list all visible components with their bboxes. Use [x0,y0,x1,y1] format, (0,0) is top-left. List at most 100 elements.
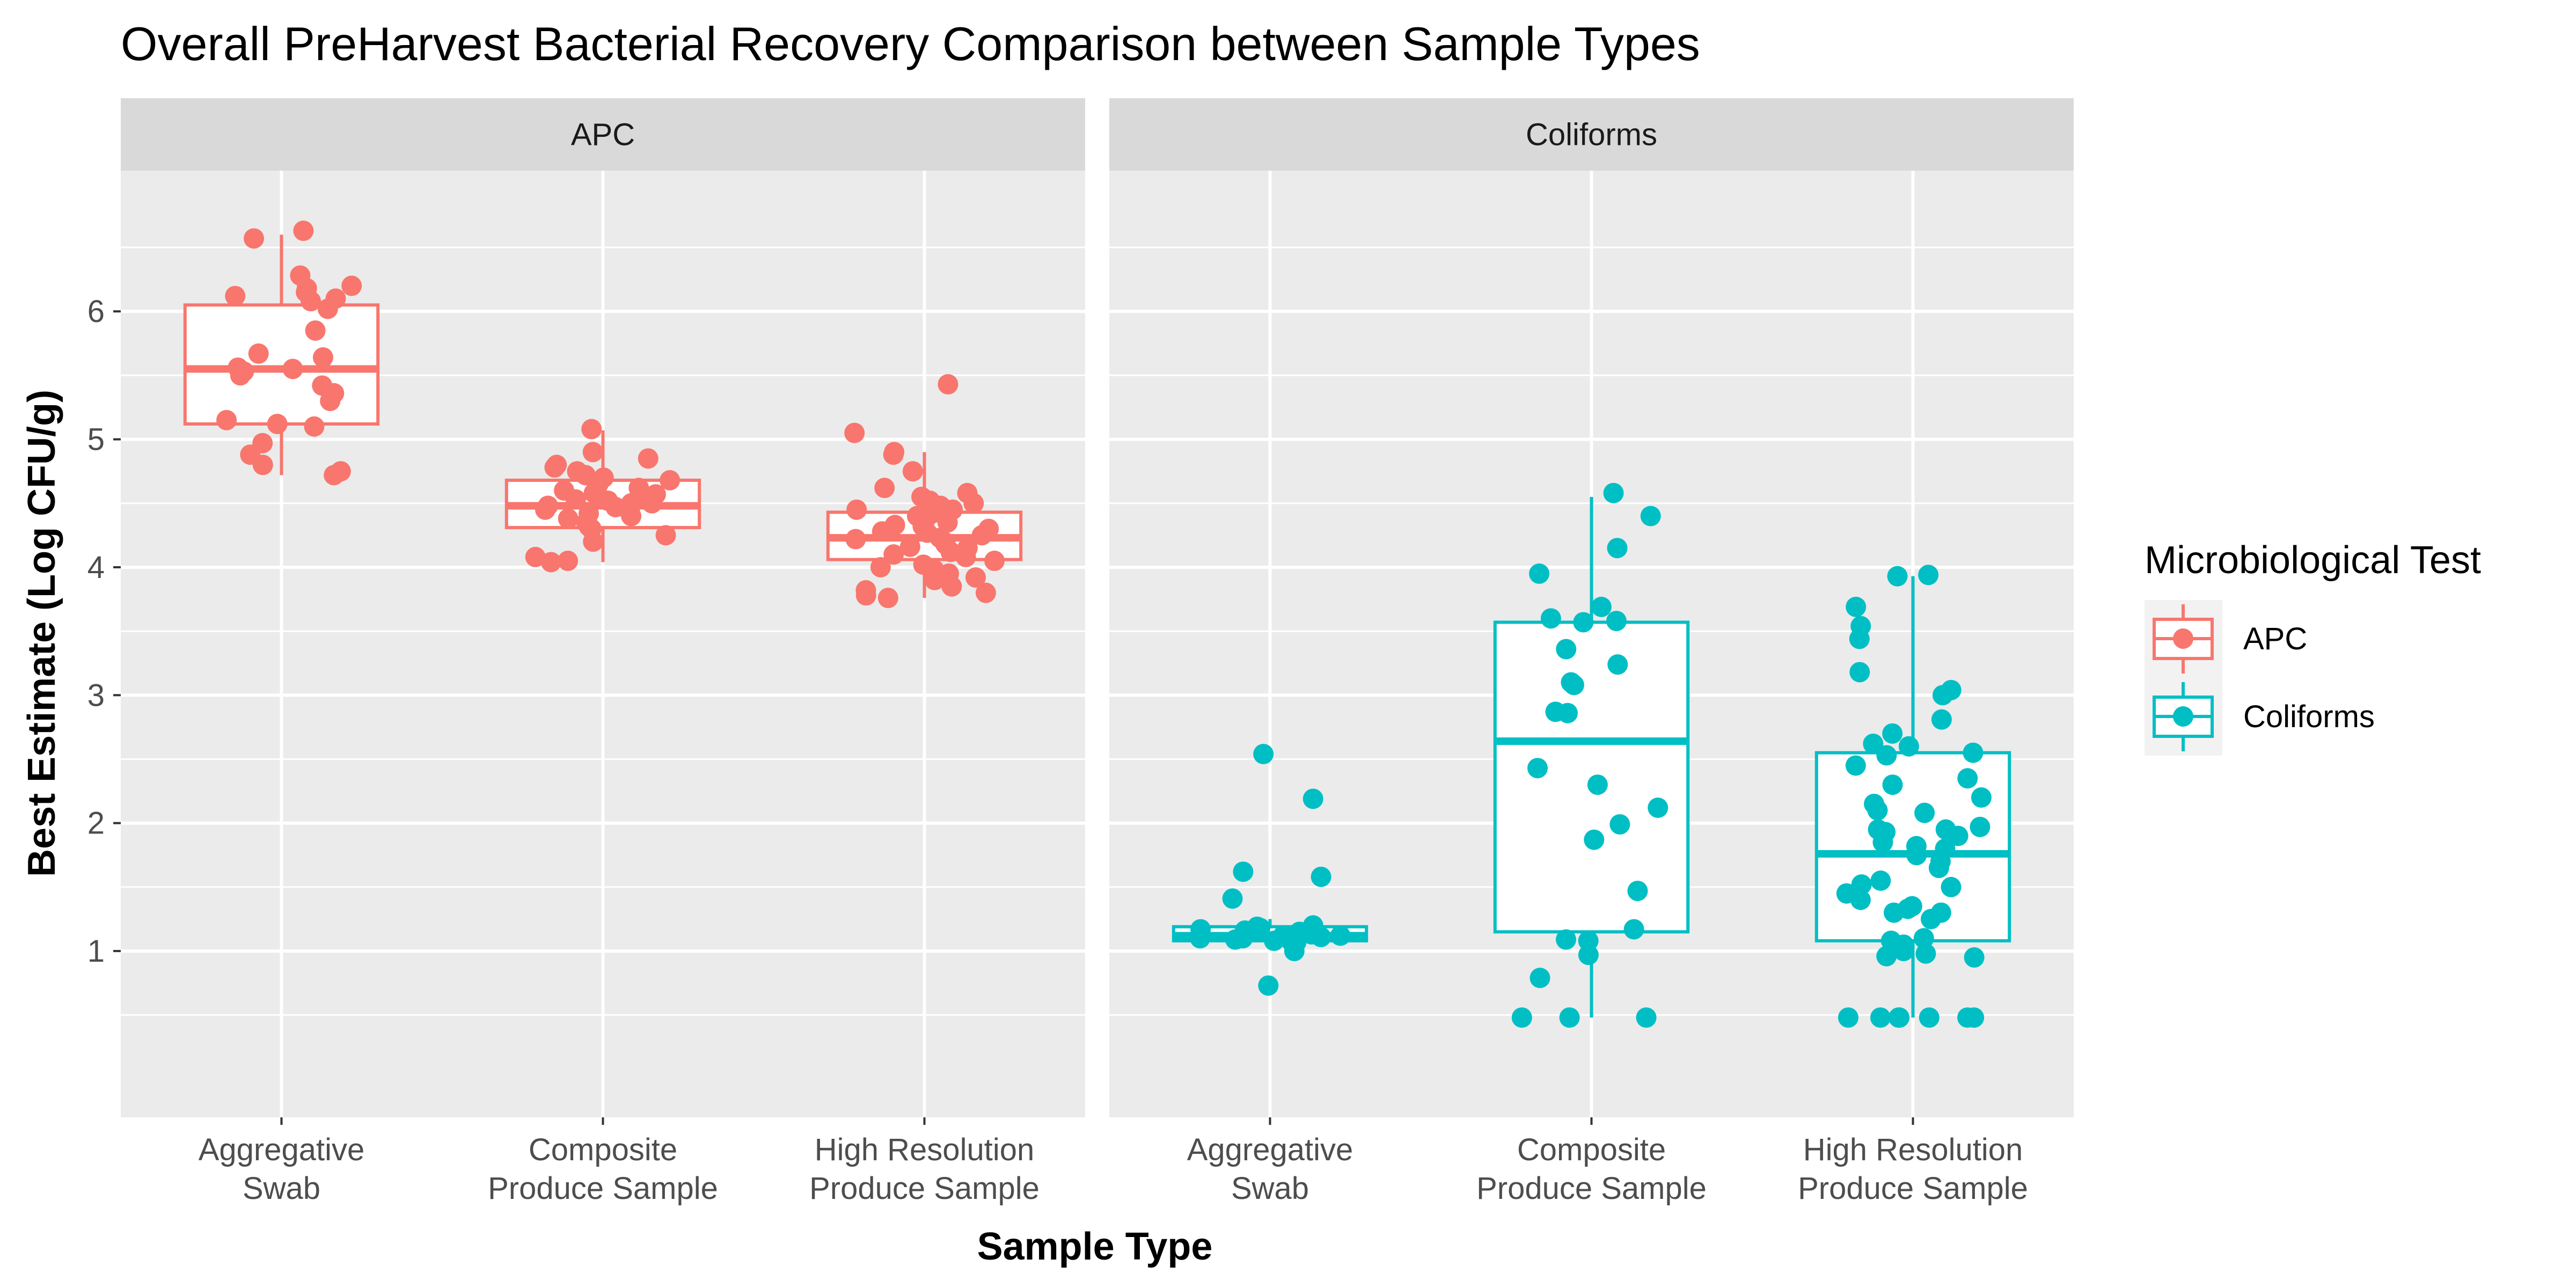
data-point [1584,829,1605,850]
data-point [583,531,604,552]
data-point [1884,902,1905,923]
box-coliforms-1 [1493,482,1690,1028]
y-tick-label: 2 [87,806,105,841]
x-tick-label: Composite [1517,1132,1666,1167]
data-point [963,493,984,514]
data-point [324,465,345,486]
data-point [1867,800,1888,821]
data-point [1587,774,1608,795]
data-point [1557,702,1578,723]
data-point [1932,685,1953,706]
data-point [1845,755,1866,776]
data-point [267,413,288,434]
data-point [1253,744,1274,765]
data-point [883,444,904,465]
data-point [1863,733,1884,754]
data-point [565,489,586,510]
data-point [971,525,992,546]
data-point [1527,758,1548,779]
data-point [1971,787,1992,808]
data-point [1606,611,1627,632]
data-point [1893,941,1914,962]
data-point [1914,802,1935,823]
data-point [902,461,923,482]
data-point [1849,628,1870,649]
data-point [558,508,579,529]
data-point [844,422,865,443]
legend-label: APC [2243,621,2307,656]
data-point [582,442,603,463]
data-point [1559,1007,1580,1028]
data-point [1233,861,1254,882]
data-point [581,419,602,440]
data-point [535,499,556,520]
data-point [1964,947,1985,968]
data-point [282,358,303,379]
data-point [1556,929,1577,950]
facet-strip-label: Coliforms [1526,118,1657,152]
data-point [855,585,876,606]
data-point [1540,608,1561,629]
data-point [872,521,892,542]
data-point [1529,968,1550,989]
data-point [941,576,962,597]
data-point [1623,919,1644,940]
data-point [1970,816,1990,837]
data-point [1957,1007,1978,1028]
data-point [293,221,314,241]
data-point [1578,931,1599,952]
data-point [1872,832,1893,853]
data-point [1870,1007,1891,1028]
data-point [1913,928,1934,949]
data-point [1887,566,1908,587]
data-point [1876,745,1897,766]
data-point [870,557,891,577]
data-point [924,569,945,590]
data-point [301,291,321,312]
data-point [1948,825,1968,846]
data-point [1849,662,1870,683]
box-apc-2 [826,374,1023,609]
data-point [312,347,333,368]
data-point [320,391,341,412]
data-point [1957,768,1978,789]
facet-panel-coliforms: Coliforms Aggregative Swab Composite Produce… [1109,98,2074,1206]
data-point [1627,881,1648,902]
y-tick-label: 4 [87,550,105,585]
data-point [1931,709,1952,730]
x-tick-label: High Resolution [1803,1132,2023,1167]
data-point [660,470,680,491]
x-tick-label: Produce Sample [809,1171,1040,1206]
data-point [641,493,662,514]
legend-label: Coliforms [2243,699,2375,734]
y-tick-label: 6 [87,294,105,329]
data-point [317,298,338,319]
data-point [1603,482,1624,503]
data-point [1870,870,1891,891]
data-point [638,448,658,469]
x-tick-label: Composite [529,1132,677,1167]
y-axis-title: Best Estimate (Log CFU/g) [20,390,63,877]
data-point [1284,941,1305,962]
data-point [1636,1007,1657,1028]
data-point [304,416,325,437]
data-point [1573,612,1594,633]
data-point [1222,888,1243,909]
facet-strip [1109,98,2074,171]
data-point [1264,931,1285,952]
data-point [1838,1007,1858,1028]
data-point [1851,874,1872,895]
facet-panels: APC Aggregative Swab Composite Produce Sampl… [87,98,2074,1206]
data-point [877,588,898,609]
box-coliforms-2 [1814,565,2011,1028]
data-point [1311,866,1331,887]
legend-title: Microbiological Test [2145,539,2481,582]
data-point [1648,797,1668,818]
data-point [1888,1007,1909,1028]
data-point [1225,929,1246,950]
data-point [341,275,362,296]
data-point [845,529,866,550]
legend: Microbiological Test APC Coliforms [2145,539,2481,756]
data-point [1529,563,1550,584]
